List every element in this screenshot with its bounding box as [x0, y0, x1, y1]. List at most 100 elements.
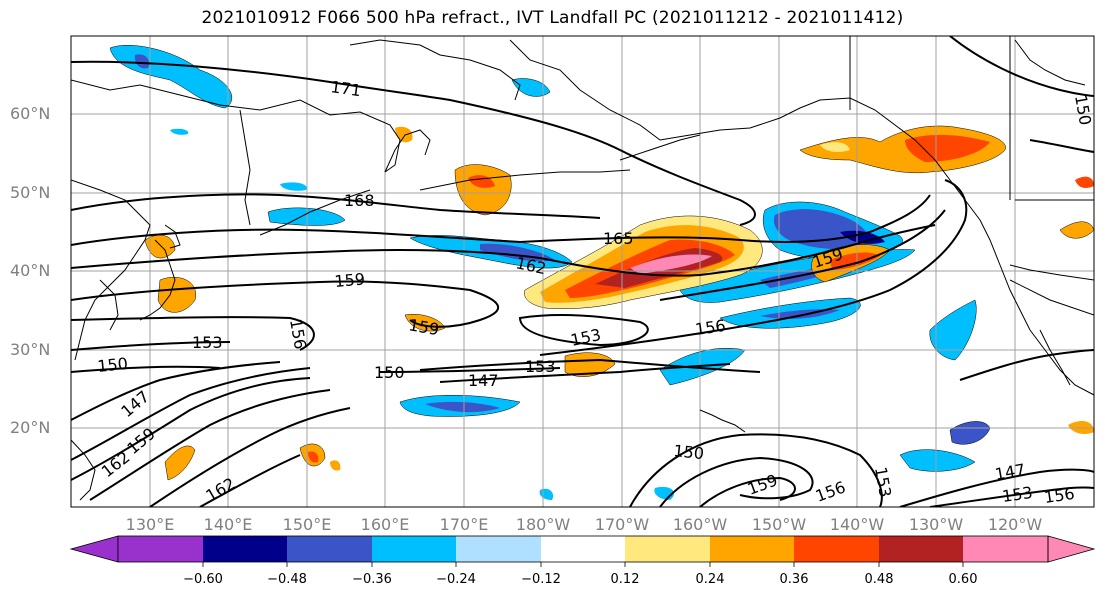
contour-se1 — [629, 433, 883, 507]
colorbar-tick-label: 0.60 — [948, 572, 978, 587]
contours — [71, 36, 1094, 507]
colorbar-extend-max — [1047, 535, 1096, 563]
colorbar-bin — [287, 536, 372, 562]
contour-label: 153 — [192, 333, 223, 352]
colorbar-bin — [625, 536, 710, 562]
contour-se-right — [899, 468, 1094, 507]
contour-label: 150 — [374, 363, 405, 382]
contour-label: 156 — [694, 316, 727, 339]
pos-blob-w3 — [157, 276, 197, 313]
pos-blob-w12 — [330, 460, 341, 471]
contour-label: 153 — [525, 357, 556, 376]
contour-165 — [71, 194, 931, 246]
lon-label: 170°E — [439, 515, 489, 534]
contour-162 — [71, 224, 936, 277]
borders — [849, 36, 1094, 316]
colorbar-bin — [879, 536, 963, 562]
contour-168 — [71, 193, 601, 219]
coast-ne-corner — [1014, 39, 1086, 86]
contour-sw3 — [89, 389, 331, 501]
lon-label: 180°W — [515, 515, 571, 534]
contour-sw4 — [149, 407, 351, 507]
colorbar-bin — [456, 536, 541, 562]
pos-blob-w9 — [1059, 221, 1094, 239]
colorbar-tick-label: −0.48 — [267, 572, 307, 587]
lat-label: 40°N — [10, 261, 51, 280]
colorbar — [69, 535, 1096, 567]
pos-blob-w11 — [1068, 420, 1094, 434]
coast-islands-sw — [71, 439, 96, 501]
neg-blob-6-core — [425, 401, 500, 413]
contour-156b — [539, 179, 968, 356]
colorbar-bin — [710, 536, 794, 562]
colorbar-bin — [963, 536, 1048, 562]
neg-blob-aleutian-core — [134, 54, 150, 69]
contour-label: 147 — [468, 371, 499, 390]
contour-label: 165 — [603, 229, 634, 248]
neg-blob-7 — [899, 449, 976, 472]
neg-blob-10 — [280, 182, 307, 191]
colorbar-tick-label: −0.60 — [183, 572, 223, 587]
contour-label: 171 — [329, 77, 362, 100]
lat-label: 30°N — [10, 340, 51, 359]
colorbar-bin — [118, 536, 203, 562]
pos-blob-gulf-r — [905, 134, 990, 162]
neg-blob-9 — [511, 78, 551, 97]
coast-hokkaido — [164, 224, 181, 249]
lon-label: 140°W — [829, 515, 885, 534]
plot-frame — [70, 35, 1095, 508]
coast-japan — [139, 239, 176, 321]
colorbar-tick-label: −0.12 — [521, 572, 561, 587]
colorbar-bin — [372, 536, 456, 562]
coast-siberia — [71, 79, 401, 173]
coast-alaska-pen — [619, 134, 701, 161]
coast-alaska — [509, 39, 981, 221]
lat-label: 60°N — [10, 104, 51, 123]
contour-sw2 — [71, 377, 311, 481]
contour-se3 — [699, 476, 796, 507]
colorbar-tick-label: 0.24 — [695, 572, 725, 587]
contour-ne2 — [1029, 139, 1094, 153]
contour-label: 168 — [344, 191, 375, 210]
coast-baja — [1039, 329, 1071, 386]
contour-159b — [659, 209, 946, 301]
contour-label: 150 — [673, 441, 705, 463]
contour-147 — [439, 363, 731, 383]
neg-blob-11 — [170, 128, 189, 135]
coastlines — [71, 39, 1094, 501]
lon-label: 150°W — [751, 515, 807, 534]
colorbar-tick-label: 0.48 — [864, 572, 894, 587]
contour-sw5 — [199, 454, 301, 507]
coast-kamchatka — [384, 129, 431, 173]
pos-blob-w10 — [1075, 176, 1094, 188]
colorbar-bin — [541, 536, 625, 562]
colorbar-tick-label: 0.36 — [779, 572, 809, 587]
contour-sw1 — [71, 367, 311, 461]
contour-171 — [71, 60, 756, 226]
neg-blob-gulf-core — [840, 230, 885, 244]
contour-se2 — [659, 456, 814, 507]
contour-label: 159 — [334, 269, 366, 291]
lon-label: 130°E — [125, 515, 175, 534]
contour-150b — [379, 367, 561, 373]
contour-156 — [71, 316, 315, 351]
lat-label: 50°N — [10, 183, 51, 202]
map-plot-area: 171 168 165 162 159 159 156 156 153 153 … — [71, 36, 1094, 507]
colorbar-tick-label: 0.12 — [610, 572, 640, 587]
neg-blob-gulf-mid — [773, 209, 870, 250]
lon-label: 170°W — [594, 515, 650, 534]
lon-label: 160°W — [672, 515, 728, 534]
contour-159 — [71, 280, 500, 328]
map-title: 2021010912 F066 500 hPa refract., IVT La… — [201, 8, 904, 28]
pos-blob-main-pk — [630, 254, 712, 274]
lon-label: 130°W — [908, 515, 964, 534]
contour-147b — [71, 361, 281, 421]
coast-na-west — [979, 219, 1094, 396]
colorbar-bin — [203, 536, 287, 562]
coast-korea — [99, 279, 119, 331]
pos-blob-w6 — [164, 445, 196, 481]
colorbar-bin — [794, 536, 879, 562]
colorbar-extend-min — [69, 535, 119, 563]
contour-153 — [71, 341, 231, 351]
